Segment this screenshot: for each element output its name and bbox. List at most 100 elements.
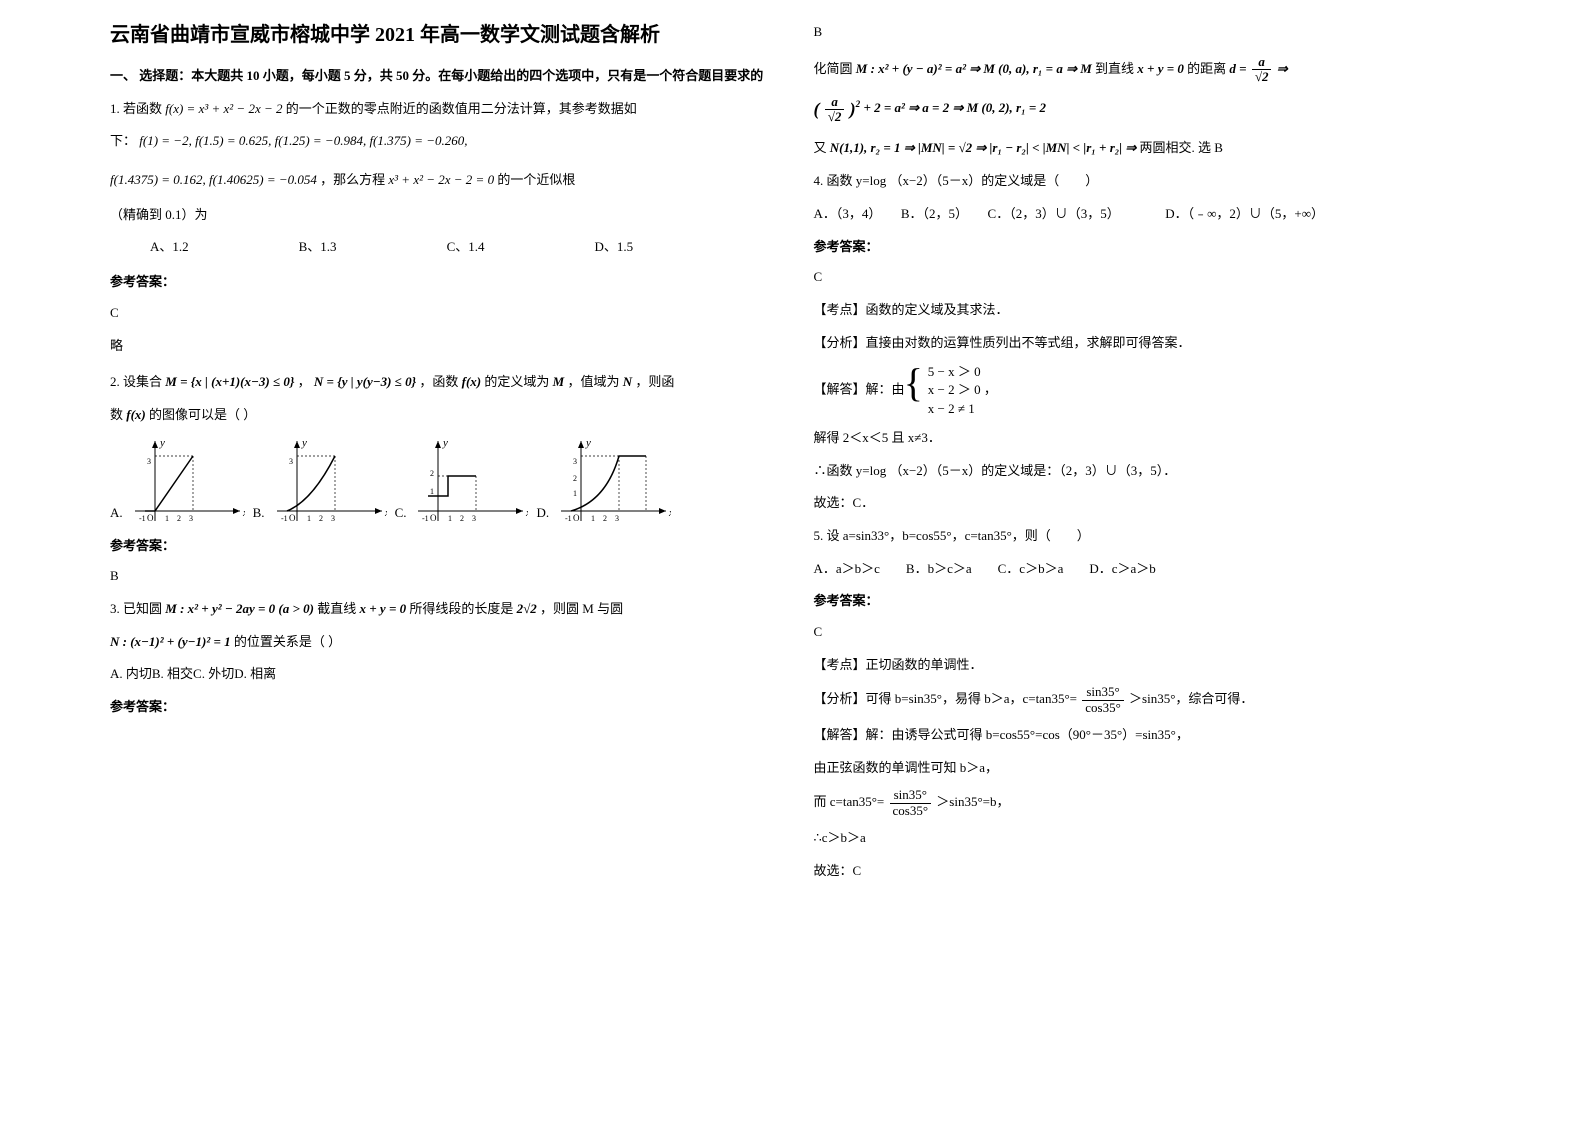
q4-s2: ∴函数 y=log （x−2）（5－x）的定义域是：（2，3）∪（3，5）． (814, 459, 1478, 484)
q1-l1a: 1. 若函数 (110, 101, 162, 116)
q3-l1f: ，则圆 M 与圆 (540, 601, 623, 616)
page-title: 云南省曲靖市宣威市榕城中学 2021 年高一数学文测试题含解析 (110, 20, 774, 50)
svg-text:3: 3 (615, 514, 619, 523)
q4-c3: x − 2 ≠ 1 (928, 400, 981, 418)
q4-c2: x − 2 ＞ 0 (928, 381, 981, 399)
left-column: 云南省曲靖市宣威市榕城中学 2021 年高一数学文测试题含解析 一、 选择题：本… (90, 20, 794, 1102)
q3-l1a: 3. 已知圆 (110, 601, 162, 616)
svg-text:1: 1 (430, 487, 434, 496)
q3-c: x + y = 0 (360, 601, 407, 616)
svg-text:3: 3 (573, 457, 577, 466)
q5-jd: 【解答】解：由诱导公式可得 b=cos55°=cos（90°－35°）=sin3… (814, 723, 1478, 748)
svg-text:2: 2 (573, 474, 577, 483)
q1-line2: 下： f(1) = −2, f(1.5) = 0.625, f(1.25) = … (110, 129, 774, 154)
svg-text:3: 3 (189, 514, 193, 523)
q1-l3d: 的一个近似根 (497, 172, 575, 187)
graph-C-label: C. (395, 501, 407, 526)
q5-frac2: sin35° cos35° (890, 788, 932, 818)
q2-f2: f(x) (126, 407, 146, 422)
svg-text:y: y (442, 437, 448, 449)
q1-extra: 略 (110, 334, 774, 359)
svg-text:-1: -1 (139, 514, 146, 523)
svg-text:2: 2 (430, 469, 434, 478)
graph-C-wrap: C. x y O -1 1 2 3 2 1 (395, 436, 529, 526)
q3-l2b: 的位置关系是（ ） (234, 634, 341, 649)
svg-text:x: x (384, 507, 387, 519)
q3-s1e: 的距离 (1187, 60, 1226, 75)
q5-fx: 【分析】可得 b=sin35°，易得 b＞a，c=tan35°= sin35° … (814, 685, 1478, 715)
q3-s1f: ⇒ (1277, 60, 1288, 75)
q4-jdb: ， (984, 382, 997, 397)
svg-text:3: 3 (147, 457, 151, 466)
q5-f1d: cos35° (1082, 701, 1124, 715)
right-column: B 化简圆 M : x² + (y − a)² = a² ⇒ M (0, a),… (794, 20, 1498, 1102)
graph-A-icon: x y O -1 1 2 3 3 (125, 436, 245, 526)
graph-B-icon: x y O -1 1 2 3 3 (267, 436, 387, 526)
q3-ans-top: B (814, 20, 1478, 45)
q1-l3c: x³ + x² − 2x − 2 = 0 (388, 172, 494, 187)
q1-choice-a: A、1.2 (150, 235, 189, 260)
q1-line3: f(1.4375) = 0.162, f(1.40625) = −0.054 ，… (110, 168, 774, 193)
q5-f2n: sin35° (890, 788, 932, 803)
svg-text:2: 2 (177, 514, 181, 523)
q3-frac1-d: √2 (1252, 70, 1272, 84)
q5-f1n: sin35° (1082, 685, 1124, 700)
q4-s1: 解得 2＜x＜5 且 x≠3． (814, 426, 1478, 451)
graph-B-wrap: B. x y O -1 1 2 3 3 (253, 436, 387, 526)
q5-s2b: ＞sin35°=b， (936, 794, 1009, 809)
q2-l1d: 的定义域为 (484, 374, 549, 389)
q4-fx: 【分析】直接由对数的运算性质列出不等式组，求解即可得答案． (814, 331, 1478, 356)
q1-line4: （精确到 0.1）为 (110, 203, 774, 228)
q5-fxb: ＞sin35°，综合可得． (1129, 691, 1253, 706)
svg-text:3: 3 (289, 457, 293, 466)
q1-choice-d: D、1.5 (594, 235, 633, 260)
q3-s3c: 两圆相交. 选 B (1140, 140, 1223, 155)
q2-N2: N (623, 374, 632, 389)
q2-l2b: 的图像可以是（ ） (149, 407, 256, 422)
q5-q: 5. 设 a=sin33°，b=cos55°，c=tan35°，则（ ） (814, 524, 1478, 549)
svg-text:x: x (668, 507, 671, 519)
q3-frac1-n: a (1252, 55, 1272, 70)
q1-l2a: 下： (110, 133, 136, 148)
q5-kd: 【考点】正切函数的单调性． (814, 653, 1478, 678)
q3-N: N : (x−1)² + (y−1)² = 1 (110, 634, 231, 649)
q2-l1b: ， (298, 374, 311, 389)
svg-text:1: 1 (448, 514, 452, 523)
q1-ans: C (110, 301, 774, 326)
q4-ans: C (814, 265, 1478, 290)
q3-sol2: ( a √2 )2 + 2 = a² ⇒ a = 2 ⇒ M (0, 2), r… (814, 92, 1478, 126)
q1-l3b: ，那么方程 (320, 172, 385, 187)
q3-s1d: x + y = 0 (1137, 60, 1184, 75)
q3-M: M : x² + y² − 2ay = 0 (a > 0) (165, 601, 314, 616)
q3-line2: N : (x−1)² + (y−1)² = 1 的位置关系是（ ） (110, 630, 774, 655)
q5-s2a: 而 c=tan35°= (814, 794, 885, 809)
q3-s2a: + 2 = a² ⇒ a = 2 ⇒ M (0, 2), r₁ = 2 (863, 100, 1046, 115)
svg-text:1: 1 (165, 514, 169, 523)
q2-M2: M (553, 374, 565, 389)
q2-l1a: 2. 设集合 (110, 374, 162, 389)
q4-jda: 【解答】解：由 (814, 382, 905, 397)
graph-A-wrap: A. x y O -1 1 2 3 3 (110, 436, 245, 526)
graph-D-wrap: D. x y O -1 1 2 3 3 2 1 (536, 436, 671, 526)
q3-s1-d-eq: d = (1229, 60, 1249, 75)
q2-ans: B (110, 564, 774, 589)
svg-text:O: O (430, 513, 437, 523)
svg-text:O: O (289, 513, 296, 523)
q4-choices: A．（3，4） B．（2，5） C．（2，3）∪（3，5） D．（﹣∞，2）∪（… (814, 202, 1478, 227)
q3-l1b: 截直线 (317, 601, 356, 616)
svg-text:y: y (159, 437, 165, 449)
q2-f: f(x) (462, 374, 482, 389)
svg-text:-1: -1 (565, 514, 572, 523)
q2-N: N = {y | y(y−3) ≤ 0} (314, 374, 416, 389)
graph-D-icon: x y O -1 1 2 3 3 2 1 (551, 436, 671, 526)
graph-D-label: D. (536, 501, 549, 526)
svg-text:x: x (242, 507, 245, 519)
q3-frac2: a √2 (825, 95, 845, 125)
q3-s1c: 到直线 (1095, 60, 1134, 75)
q2-line2: 数 f(x) 的图像可以是（ ） (110, 403, 774, 428)
q4-jd: 【解答】解：由 { 5 − x ＞ 0 x − 2 ＞ 0 x − 2 ≠ 1 … (814, 363, 1478, 418)
svg-text:O: O (573, 513, 580, 523)
q1-ans-label: 参考答案： (110, 270, 774, 295)
q1-l1b: 的一个正数的零点附近的函数值用二分法计算，其参考数据如 (286, 101, 637, 116)
q3-frac2-n: a (825, 95, 845, 110)
